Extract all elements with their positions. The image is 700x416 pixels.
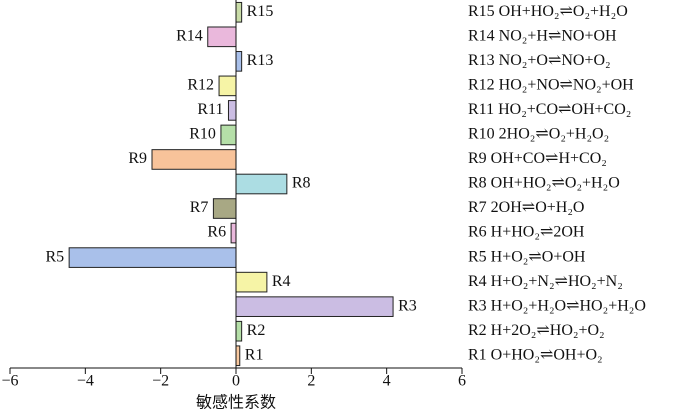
bar-label: R6 <box>207 224 226 241</box>
bar-label: R1 <box>245 346 264 363</box>
bar-label: R5 <box>45 248 64 265</box>
reaction-label: R2 H+2O₂⇌HO₂+O₂ <box>468 322 605 339</box>
reaction-label: R12 HO₂+NO⇌NO₂+OH <box>468 77 634 94</box>
reaction-label: R15 OH+HO₂⇌O₂+H₂O <box>468 3 628 20</box>
bar <box>212 198 237 219</box>
bar-label: R3 <box>398 297 417 314</box>
x-tick-label: −6 <box>1 373 18 390</box>
x-tick-label: 0 <box>232 373 240 390</box>
bar <box>235 173 288 195</box>
bar <box>151 149 237 170</box>
bar <box>220 124 237 146</box>
reaction-label: R8 OH+HO₂⇌O₂+H₂O <box>468 175 620 192</box>
bar-label: R13 <box>247 52 274 69</box>
bar-label: R4 <box>272 273 291 290</box>
x-axis-label: 敏感性系数 <box>196 394 276 412</box>
reaction-label: R1 O+HO₂⇌OH+O₂ <box>468 346 603 363</box>
bar <box>235 271 268 293</box>
reaction-label: R5 H+O₂⇌O+OH <box>468 248 586 265</box>
reaction-label: R6 H+HO₂⇌2OH <box>468 224 585 241</box>
bar <box>235 296 394 317</box>
x-tick-label: 2 <box>307 373 315 390</box>
bar <box>227 100 237 121</box>
bar-label: R12 <box>187 77 214 94</box>
x-tick-label: 6 <box>458 373 466 390</box>
reaction-label: R4 H+O₂+N₂⇌HO₂+N₂ <box>468 273 623 290</box>
bar-label: R15 <box>247 3 274 20</box>
bar <box>235 320 243 342</box>
bar <box>235 345 241 367</box>
reaction-label: R9 OH+CO⇌H+CO₂ <box>468 150 607 167</box>
reaction-label: R7 2OH⇌O+H₂O <box>468 199 584 216</box>
x-tick-label: −4 <box>77 373 94 390</box>
bar <box>235 51 243 72</box>
reaction-label: R3 H+O₂+H₂O⇌HO₂+H₂O <box>468 297 646 314</box>
reaction-label: R11 HO₂+CO⇌OH+CO₂ <box>468 101 631 118</box>
bar <box>230 222 237 244</box>
bar-label: R11 <box>197 101 223 118</box>
bar-label: R8 <box>292 175 311 192</box>
x-tick-label: 4 <box>383 373 391 390</box>
reaction-label: R14 NO₂+H⇌NO+OH <box>468 27 617 44</box>
x-tick-label: −2 <box>152 373 169 390</box>
bar-label: R14 <box>176 27 203 44</box>
bar <box>218 75 237 97</box>
bar <box>68 247 237 268</box>
bar-label: R9 <box>128 150 147 167</box>
bar-label: R10 <box>189 126 216 143</box>
bar-label: R7 <box>190 199 209 216</box>
bar-label: R2 <box>247 322 266 339</box>
reaction-label: R13 NO₂+O⇌NO+O₂ <box>468 52 611 69</box>
bar <box>207 26 237 48</box>
bar <box>235 1 243 23</box>
reaction-label: R10 2HO₂⇌O₂+H₂O₂ <box>468 126 609 143</box>
